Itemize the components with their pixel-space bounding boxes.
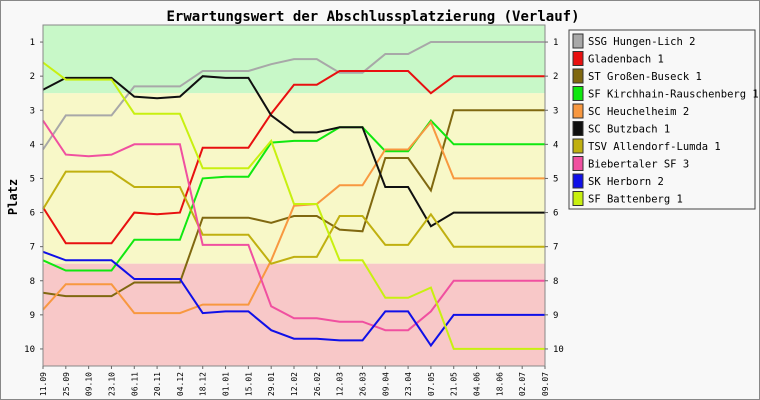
series-line-6 (42, 170, 545, 265)
x-tick-label: 23.04 (404, 372, 413, 396)
y-tick-label-right: 5 (553, 174, 558, 184)
legend-label: SC Heuchelheim 2 (588, 106, 689, 118)
x-tick-label: 20.11 (153, 372, 162, 396)
x-tick-label: 09.04 (381, 372, 390, 396)
legend-swatch (572, 138, 584, 154)
legend-swatch (572, 191, 584, 206)
y-tick-label-right: 1 (553, 38, 558, 48)
legend-label: ST Großen-Buseck 1 (588, 71, 702, 83)
legend-swatch (572, 86, 584, 101)
legend-label: SK Herborn 2 (588, 176, 664, 188)
y-tick-label-right: 4 (553, 140, 558, 150)
x-tick-label: 11.09 (39, 372, 48, 396)
x-tick-label: 21.05 (450, 372, 459, 396)
x-tick-label: 26.02 (313, 372, 322, 396)
x-tick-label: 07.05 (427, 372, 436, 396)
legend-swatch (572, 33, 584, 49)
axes: 1 1 2 2 3 3 4 4 5 5 6 6 7 7 8 8 9 9 10 10 11.09 25.09 09.10 23.… (24, 24, 564, 396)
series-line-5 (42, 75, 545, 228)
series-line-0 (42, 41, 545, 151)
legend-label: SF Battenberg 1 (588, 194, 683, 206)
legend: SSG Hungen-Lich 2 Gladenbach 1 ST Großen-B… (568, 29, 759, 210)
series-line-8 (42, 250, 545, 348)
series-line-2 (42, 109, 545, 298)
x-tick-label: 09.07 (541, 372, 550, 396)
x-tick-label: 02.07 (518, 372, 527, 396)
series-lines (42, 41, 545, 350)
y-tick-label-right: 10 (553, 345, 564, 355)
x-tick-label: 01.01 (222, 372, 231, 396)
y-tick-label-left: 8 (30, 277, 35, 287)
y-tick-label-right: 6 (553, 209, 558, 219)
legend-label: SSG Hungen-Lich 2 (588, 36, 695, 48)
x-tick-label: 25.09 (62, 372, 71, 396)
y-tick-label-left: 1 (30, 38, 35, 48)
y-tick-label-left: 4 (30, 140, 35, 150)
series-line-3 (42, 118, 545, 272)
legend-box (568, 29, 756, 210)
legend-label: TSV Allendorf-Lumda 1 (588, 141, 721, 153)
x-tick-label: 12.03 (336, 372, 345, 396)
x-tick-label: 29.01 (267, 372, 276, 396)
legend-label: SC Butzbach 1 (588, 124, 670, 136)
chart-title: Erwartungswert der Abschlussplatzierung … (166, 9, 579, 25)
y-tick-label-left: 5 (30, 174, 35, 184)
x-tick-label: 12.02 (290, 372, 299, 396)
x-tick-label: 04.06 (473, 372, 482, 396)
x-tick-label: 26.03 (359, 372, 368, 396)
legend-swatch (572, 156, 584, 171)
legend-swatch (572, 121, 584, 136)
legend-label: SF Kirchhain-Rauschenberg 1 (588, 89, 759, 101)
x-tick-label: 18.12 (199, 372, 208, 396)
legend-swatch (572, 51, 584, 66)
series-line-4 (42, 120, 545, 315)
legend-swatch (572, 68, 584, 84)
series-line-7 (42, 119, 545, 332)
legend-label: Gladenbach 1 (588, 54, 664, 66)
x-tick-label: 04.12 (176, 372, 185, 396)
x-tick-label: 06.11 (130, 372, 139, 396)
series-line-9 (42, 61, 545, 350)
y-tick-label-right: 2 (553, 72, 558, 82)
legend-swatch (572, 103, 584, 119)
y-tick-label-left: 2 (30, 72, 35, 82)
y-tick-label-left: 7 (30, 243, 35, 253)
y-tick-label-left: 10 (24, 345, 35, 355)
y-axis-label: Platz (6, 179, 20, 215)
y-tick-label-left: 3 (30, 106, 35, 116)
y-tick-label-left: 6 (30, 209, 35, 219)
y-tick-label-right: 7 (553, 243, 558, 253)
x-tick-label: 18.06 (495, 372, 504, 396)
series-line-1 (42, 70, 545, 245)
x-tick-label: 15.01 (244, 372, 253, 396)
y-tick-label-right: 8 (553, 277, 558, 287)
x-tick-label: 09.10 (85, 372, 94, 396)
y-tick-label-right: 9 (553, 311, 558, 321)
y-tick-label-right: 3 (553, 106, 558, 116)
legend-swatch (572, 173, 584, 189)
legend-label: Biebertaler SF 3 (588, 159, 689, 171)
y-tick-label-left: 9 (30, 311, 35, 321)
x-tick-label: 23.10 (108, 372, 117, 396)
